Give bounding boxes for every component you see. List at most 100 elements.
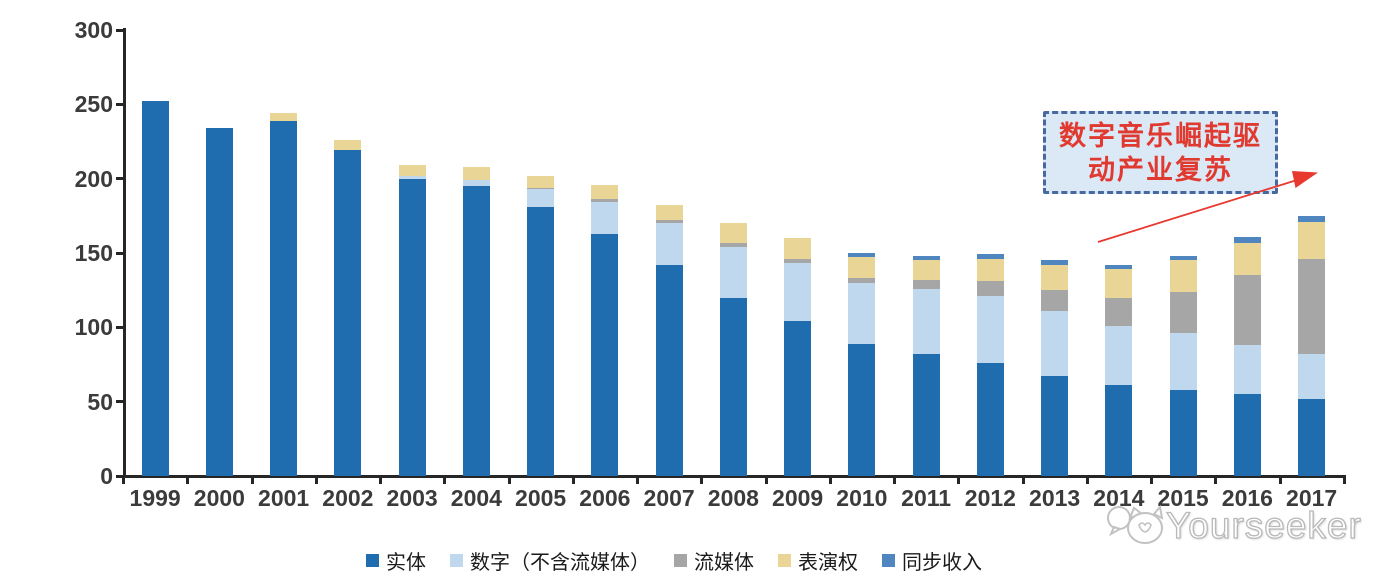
segment-physical-2012 (976, 363, 1004, 476)
segment-physical-2017 (1298, 398, 1326, 476)
segment-digital-excl-streaming-2010 (848, 282, 876, 344)
segment-streaming-2016 (1233, 275, 1261, 346)
segment-physical-2014 (1105, 385, 1133, 476)
x-axis (123, 475, 1346, 478)
segment-physical-2013 (1041, 376, 1069, 476)
segment-digital-excl-streaming-2009 (784, 263, 812, 322)
segment-digital-excl-streaming-2007 (655, 223, 683, 265)
bar-2001 (270, 113, 298, 476)
annotation-text-line2: 动产业复苏 (1088, 154, 1233, 185)
segment-physical-1999 (141, 101, 169, 476)
bar-2013 (1041, 260, 1069, 476)
segment-streaming-2010 (848, 278, 876, 283)
chart-legend: 实体 数字（不含流媒体） 流媒体 表演权 同步收入 (366, 546, 982, 575)
segment-digital-excl-streaming-2017 (1298, 354, 1326, 399)
bar-1999 (141, 101, 169, 476)
bar-2014 (1105, 264, 1133, 476)
segment-streaming-2017 (1298, 258, 1326, 355)
segment-streaming-2008 (719, 242, 747, 248)
segment-sync-revenue-2011 (912, 255, 940, 261)
legend-label-performance-rights: 表演权 (798, 552, 858, 574)
x-label-2017: 2017 (1286, 485, 1338, 511)
x-tick-15 (1085, 477, 1089, 484)
legend-swatch-streaming (674, 554, 687, 567)
segment-digital-excl-streaming-2015 (1169, 333, 1197, 390)
segment-physical-2009 (784, 321, 812, 476)
x-label-2015: 2015 (1157, 485, 1209, 511)
x-label-2000: 2000 (193, 485, 245, 511)
x-tick-3 (314, 477, 318, 484)
y-tick-label-0: 0 (100, 463, 113, 489)
segment-physical-2011 (912, 354, 940, 476)
x-label-2010: 2010 (836, 485, 888, 511)
segment-streaming-2012 (976, 281, 1004, 297)
x-tick-2 (250, 477, 254, 484)
legend-swatch-performance-rights (778, 554, 791, 567)
x-tick-12 (893, 477, 896, 484)
segment-performance-rights-2009 (784, 238, 812, 259)
segment-performance-rights-2010 (848, 257, 876, 279)
segment-sync-revenue-2014 (1105, 264, 1133, 270)
segment-performance-rights-2014 (1105, 269, 1133, 298)
legend-swatch-digital-excl-streaming (450, 554, 463, 567)
segment-streaming-2011 (912, 279, 940, 289)
x-label-2013: 2013 (1029, 485, 1081, 511)
segment-digital-excl-streaming-2016 (1233, 345, 1261, 395)
segment-performance-rights-2016 (1233, 242, 1261, 276)
x-tick-1 (186, 477, 190, 484)
y-tick-label-300: 300 (74, 17, 113, 43)
legend-item-sync-revenue: 同步收入 (882, 546, 982, 575)
bar-2006 (591, 184, 619, 476)
x-tick-5 (443, 477, 447, 484)
bar-2004 (462, 166, 490, 476)
x-label-2005: 2005 (515, 485, 567, 511)
x-label-2012: 2012 (964, 485, 1016, 511)
segment-performance-rights-2005 (527, 175, 555, 188)
segment-streaming-2009 (784, 258, 812, 264)
segment-performance-rights-2001 (270, 113, 298, 121)
segment-performance-rights-2003 (398, 165, 426, 176)
segment-physical-2015 (1169, 389, 1197, 476)
segment-physical-2010 (848, 343, 876, 476)
legend-swatch-sync-revenue (882, 554, 895, 567)
x-tick-13 (957, 477, 961, 484)
x-label-1999: 1999 (129, 485, 181, 511)
segment-physical-2007 (655, 264, 683, 476)
cat-logo-icon (1107, 504, 1164, 544)
y-tick-50 (116, 400, 124, 404)
x-label-2007: 2007 (643, 485, 695, 511)
bar-2002 (334, 140, 362, 476)
x-label-2001: 2001 (258, 485, 310, 511)
bar-2008 (719, 223, 747, 476)
bar-2005 (527, 175, 555, 476)
legend-item-performance-rights: 表演权 (778, 546, 858, 575)
segment-digital-excl-streaming-2013 (1041, 310, 1069, 377)
segment-digital-excl-streaming-2004 (462, 180, 490, 187)
segment-physical-2000 (205, 128, 233, 476)
y-tick-200 (116, 177, 124, 181)
bar-2007 (655, 205, 683, 476)
segment-streaming-2013 (1041, 290, 1069, 311)
x-tick-16 (1150, 477, 1153, 484)
bar-2003 (398, 165, 426, 476)
x-tick-7 (571, 477, 575, 484)
x-tick-14 (1021, 477, 1025, 484)
legend-swatch-physical (366, 554, 379, 567)
segment-performance-rights-2017 (1298, 221, 1326, 259)
segment-streaming-2006 (591, 199, 619, 203)
y-tick-300 (116, 28, 124, 32)
legend-item-streaming: 流媒体 (674, 546, 754, 575)
x-label-2016: 2016 (1221, 485, 1273, 511)
legend-label-streaming: 流媒体 (694, 552, 754, 574)
segment-sync-revenue-2012 (976, 254, 1004, 259)
segment-sync-revenue-2013 (1041, 260, 1069, 265)
x-label-2002: 2002 (322, 485, 374, 511)
segment-performance-rights-2012 (976, 258, 1004, 282)
segment-performance-rights-2002 (334, 140, 362, 151)
legend-label-digital-excl-streaming: 数字（不含流媒体） (470, 552, 650, 574)
legend-label-physical: 实体 (386, 552, 426, 574)
annotation-callout: 数字音乐崛起驱 动产业复苏 (1043, 111, 1278, 194)
x-tick-17 (1214, 477, 1218, 484)
y-tick-label-50: 50 (87, 388, 113, 415)
